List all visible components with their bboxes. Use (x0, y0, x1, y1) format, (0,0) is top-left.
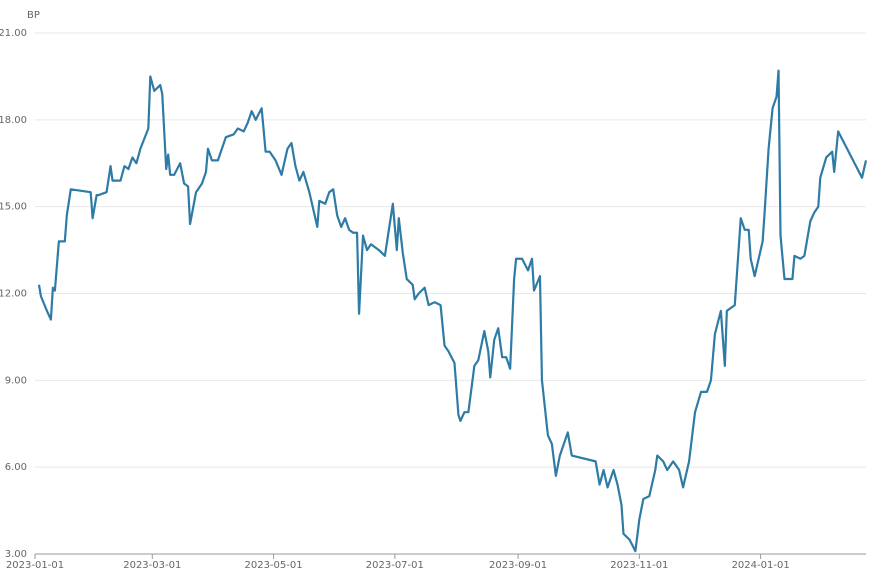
x-tick-label: 2023-07-01 (366, 560, 424, 571)
x-tick-label: 2024-01-01 (732, 560, 790, 571)
y-tick-label: 12.00 (0, 289, 27, 300)
data-line (37, 69, 868, 553)
x-tick-label: 2023-09-01 (489, 560, 547, 571)
y-axis-label: BP (27, 10, 40, 21)
x-tick-label: 2023-01-01 (6, 560, 64, 571)
y-tick-label: 9.00 (5, 375, 27, 386)
x-tick-label: 2023-03-01 (123, 560, 181, 571)
y-tick-label: 18.00 (0, 115, 27, 126)
x-tick-label: 2023-11-01 (610, 560, 668, 571)
y-tick-label: 15.00 (0, 202, 27, 213)
y-tick-label: 21.00 (0, 28, 27, 39)
y-tick-label: 6.00 (5, 462, 27, 473)
y-tick-label: 3.00 (5, 549, 27, 560)
x-tick-label: 2023-05-01 (245, 560, 303, 571)
